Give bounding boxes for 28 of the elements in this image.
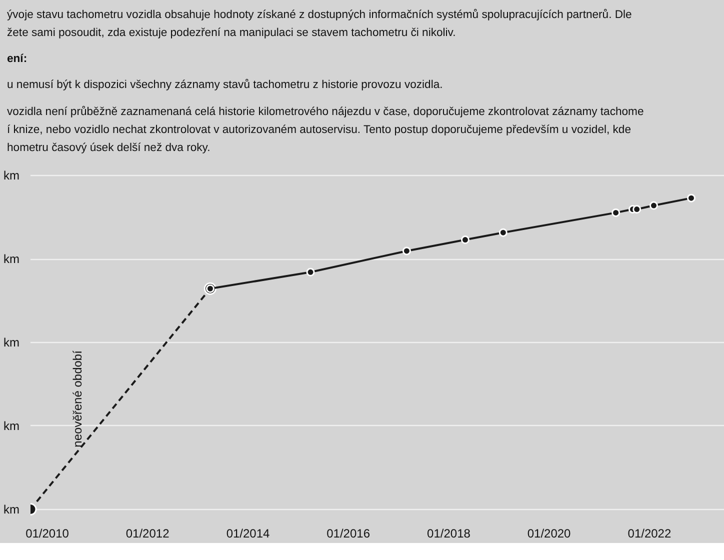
text: vozidla není průběžně zaznamenaná celá historie kilometrového nájezdu v čase, doporučujeme zkontrolovat záznamy tachome <box>7 104 644 120</box>
text: km <box>4 502 20 516</box>
text: km <box>4 418 20 433</box>
x-tick-label: 01/2022 <box>628 526 672 540</box>
text: žete sami posoudit, zda existuje podezření na manipulaci se stavem tachometru či nikoliv. <box>7 26 457 42</box>
text: ývoje stavu tachometru vozidla obsahuje hodnoty získané z dostupných informačních systémů spolupracujících partnerů. Dle <box>7 8 633 23</box>
x-tick-label: 01/2016 <box>326 526 370 540</box>
point <box>632 205 642 214</box>
point <box>460 236 470 244</box>
annotation: neověřené období <box>70 350 84 448</box>
text: ení: <box>7 52 28 68</box>
x-tick-label: 01/2012 <box>126 526 170 540</box>
point <box>612 208 620 217</box>
x-tick-label: 01/2014 <box>226 526 270 540</box>
text: í knize, nebo vozidlo nechat zkontrolovat v autorizovaném autoservisu. Tento postup doporučujeme především u vozidel, kde <box>7 122 632 138</box>
text: km <box>4 335 20 350</box>
point <box>498 228 508 237</box>
x-tick-label: 01/2020 <box>527 526 572 540</box>
point <box>402 246 411 256</box>
point <box>649 201 658 210</box>
point <box>687 194 696 202</box>
text: km <box>4 168 20 183</box>
x-tick-label: 01/2018 <box>427 526 471 540</box>
text: hometru časový úsek delší než dva roky. <box>7 140 212 156</box>
text: km <box>4 252 20 266</box>
x-tick-label: 01/2010 <box>26 526 70 540</box>
text: u nemusí být k dispozici všechny záznamy stavů tachometru z historie provozu vozidla. <box>7 78 444 94</box>
point <box>306 268 315 276</box>
